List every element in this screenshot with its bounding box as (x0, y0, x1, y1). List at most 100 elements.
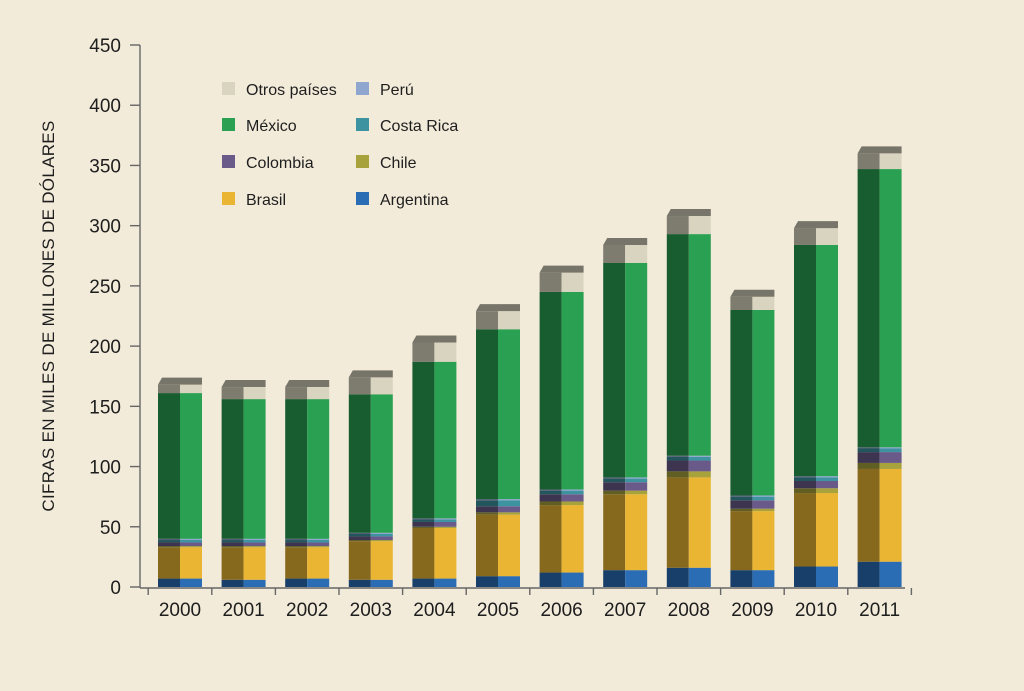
bar-segment-México-2004 (434, 361, 457, 519)
bar-segment-México-2000 (180, 393, 202, 539)
legend-swatch (222, 82, 235, 95)
bar-segment-Costa Rica-2005 (498, 500, 520, 507)
y-tick-label: 150 (89, 397, 121, 418)
bar-segment-Colombia-2000-side (158, 542, 180, 547)
bar-segment-Brasil-2007-side (603, 494, 626, 571)
bar-segment-Brasil-2006 (561, 505, 584, 573)
bar-segment-Argentina-2001-side (221, 579, 244, 587)
bar-segment-Brasil-2002-side (285, 547, 308, 579)
bar-segment-Costa Rica-2000 (180, 540, 202, 543)
bar-top-2004 (412, 335, 457, 343)
bar-segment-Colombia-2006 (561, 494, 584, 502)
bar-stack-2008 (666, 209, 711, 587)
bar-segment-México-2003 (370, 394, 393, 533)
bar-segment-Colombia-2004 (434, 521, 457, 527)
bar-segment-Chile-2009-side (730, 508, 753, 512)
legend-item: Argentina (356, 192, 449, 209)
bar-segment-Perú-2007 (625, 477, 648, 479)
bar-segment-Perú-2000-side (158, 538, 180, 541)
bar-segment-Colombia-2006-side (539, 494, 562, 502)
bar-segment-Argentina-2010-side (794, 566, 816, 587)
x-tick-label: 2011 (859, 600, 900, 621)
bar-segment-Costa Rica-2010-side (794, 477, 816, 482)
bar-segment-Chile-2008-side (666, 471, 689, 478)
legend-label: Argentina (380, 192, 449, 209)
bar-segment-Otros países-2003-side (348, 377, 371, 395)
legend-swatch (222, 192, 235, 205)
bar-segment-Chile-2000 (180, 546, 202, 548)
bar-top-2003 (348, 370, 393, 378)
bar-segment-Otros países-2000 (180, 384, 202, 394)
bars (158, 146, 902, 587)
bar-segment-Otros países-2011-side (857, 153, 880, 170)
bar-top-2008 (666, 209, 711, 217)
bar-segment-Chile-2002 (307, 546, 330, 548)
bar-segment-Brasil-2009-side (730, 511, 753, 571)
bar-segment-Chile-2003-side (348, 540, 371, 542)
bar-segment-Costa Rica-2009 (752, 496, 775, 501)
bar-segment-Perú-2009 (752, 495, 775, 497)
bar-segment-Brasil-2009 (752, 511, 775, 571)
bar-segment-Colombia-2004-side (412, 521, 435, 527)
bar-segment-Perú-2001 (243, 538, 266, 541)
bar-segment-Perú-2003 (370, 532, 393, 535)
bar-segment-Perú-2000 (180, 538, 202, 541)
bar-segment-Brasil-2006-side (539, 505, 562, 573)
bar-stack-2011 (857, 146, 902, 587)
bar-segment-México-2007-side (603, 263, 626, 478)
x-tick-label: 2007 (604, 600, 646, 621)
bar-segment-Otros países-2002 (307, 387, 330, 400)
bar-segment-Brasil-2008-side (666, 477, 689, 568)
bar-segment-Colombia-2007-side (603, 482, 626, 491)
bar-segment-Chile-2005 (498, 512, 520, 515)
bar-top-2001 (221, 380, 266, 388)
bar-segment-Argentina-2005-side (476, 576, 498, 587)
bar-segment-Perú-2009-side (730, 495, 753, 497)
legend-label: Brasil (246, 192, 286, 209)
bar-segment-Chile-2004-side (412, 526, 435, 528)
bar-segment-Colombia-2009-side (730, 500, 753, 509)
bar-stack-2002 (285, 380, 330, 587)
bar-segment-Perú-2008-side (666, 455, 689, 457)
bar-segment-Costa Rica-2001 (243, 540, 266, 543)
bar-segment-México-2009 (752, 309, 775, 496)
bar-segment-Otros países-2003 (370, 377, 393, 395)
bar-segment-Perú-2005 (498, 499, 520, 501)
bar-segment-Chile-2007 (625, 490, 648, 495)
legend-item: Colombia (222, 155, 314, 172)
bar-segment-México-2010-side (794, 244, 816, 477)
bar-segment-Argentina-2003-side (348, 579, 371, 587)
bar-segment-Argentina-2007-side (603, 570, 626, 587)
bar-stack-2009 (730, 289, 775, 587)
bar-segment-Costa Rica-2004 (434, 519, 457, 522)
bar-segment-Chile-2005-side (476, 512, 498, 515)
bar-segment-Costa Rica-2000-side (158, 540, 180, 543)
y-axis-label: CIFRAS EN MILES DE MILLONES DE DÓLARES (39, 120, 58, 511)
bar-segment-Otros países-2010-side (794, 228, 816, 245)
bar-segment-Chile-2010 (816, 488, 838, 494)
bar-segment-Argentina-2004 (434, 578, 457, 587)
bar-stack-2004 (412, 335, 457, 587)
y-tick-label: 300 (89, 217, 121, 238)
legend-swatch (356, 155, 369, 168)
bar-segment-Costa Rica-2008-side (666, 456, 689, 461)
bar-segment-Otros países-2006-side (539, 272, 562, 292)
bar-segment-Chile-2000-side (158, 546, 180, 548)
bar-segment-Perú-2002-side (285, 538, 308, 541)
bar-segment-Costa Rica-2002-side (285, 540, 308, 543)
bar-segment-Brasil-2003-side (348, 541, 371, 580)
y-tick-label: 50 (100, 518, 121, 539)
bar-segment-Colombia-2001-side (221, 542, 244, 547)
bar-segment-México-2002 (307, 399, 330, 539)
bar-top-2002 (285, 380, 330, 388)
bar-segment-Perú-2007-side (603, 477, 626, 479)
bar-segment-Chile-2001 (243, 546, 266, 548)
legend: Otros países Perú México Costa Rica Colombia… (222, 82, 458, 209)
bar-segment-Costa Rica-2001-side (221, 540, 244, 543)
bar-segment-Colombia-2008-side (666, 460, 689, 472)
axes: 0 50 100 150 200 250 300 350 400 450 (89, 36, 913, 599)
bar-segment-Otros países-2009-side (730, 296, 753, 310)
bar-top-2007 (603, 237, 648, 245)
bar-segment-México-2008-side (666, 234, 689, 456)
